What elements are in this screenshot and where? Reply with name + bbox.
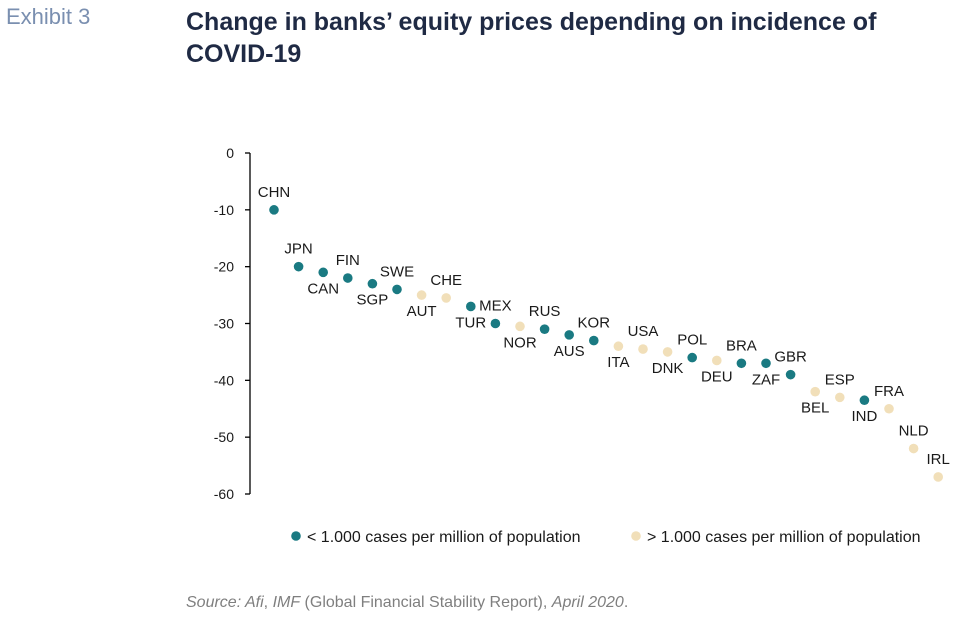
data-point-label: BRA [726,337,757,354]
data-point [810,386,820,397]
data-point-label: POL [677,332,707,349]
source-end: . [623,594,629,611]
data-point [662,347,673,357]
y-tick-label: -20 [214,259,234,275]
source-report: (Global Financial Stability Report) [300,594,543,611]
data-point [712,355,722,366]
source-note: Source: Afi, IMF (Global Financial Stabi… [186,594,628,612]
y-tick-label: 0 [226,145,234,161]
data-point [441,293,452,303]
data-point-label: IND [851,408,877,425]
y-tick-label: -30 [214,316,234,332]
data-point-label: RUS [529,303,561,320]
y-tick-label: -60 [214,486,234,502]
source-sep2: , [542,594,552,611]
data-point [564,330,574,340]
data-point-label: GBR [774,349,807,366]
source-org1: Afi [245,594,264,611]
data-point-label: CAN [307,280,339,297]
data-point [293,261,304,272]
source-sep: , [263,594,273,611]
data-point-label: MEX [479,298,512,315]
data-point-label: SWE [380,263,414,280]
y-tick-label: -50 [214,429,234,445]
data-point [490,318,501,329]
y-axis: 0 -10 -20 -30 -40 -50 -60 [214,145,251,502]
data-point-label: ESP [825,371,855,388]
exhibit-label: Exhibit 3 [6,4,91,29]
source-prefix: Source: [186,594,245,611]
data-point-label: DEU [701,368,733,385]
data-point-label: SGP [357,292,389,309]
y-tick-label: -10 [214,202,234,218]
data-point-label: NOR [503,334,537,351]
data-point [466,301,476,312]
source-org2: IMF [272,594,301,611]
legend-label: > 1.000 cases per million of population [647,529,921,546]
data-point-label: DNK [652,360,684,377]
data-point [613,341,624,352]
y-tick-label: -40 [214,372,234,388]
legend-label: < 1.000 cases per million of population [307,529,581,546]
data-point [736,358,747,369]
data-point-label: IRL [927,451,950,468]
data-point-label: AUS [554,343,585,360]
data-point [687,352,697,363]
data-point [884,403,894,414]
data-point [539,324,550,334]
data-point [785,369,796,380]
data-point [589,335,599,346]
data-point [318,267,329,278]
data-point [392,284,402,295]
data-point-label: TUR [455,314,486,331]
chart-title: Change in banks’ equity prices depending… [186,8,877,68]
data-point [416,290,427,300]
data-point-label: CHE [430,272,462,289]
data-point-label: JPN [284,241,312,258]
legend-marker [631,531,641,541]
data-point [908,443,919,454]
data-point [835,392,845,403]
data-point [515,321,525,332]
data-point-label: CHN [258,184,291,201]
data-point [269,205,279,215]
legend: < 1.000 cases per million of population >… [291,529,921,546]
source-date: April 2020 [551,594,624,611]
data-point-label: ITA [607,354,629,371]
data-point [933,472,943,482]
data-point [343,273,353,283]
data-point-label: BEL [801,400,829,417]
data-point [761,358,771,369]
data-point-label: NLD [899,423,929,440]
data-point-label: AUT [407,303,437,320]
legend-marker [291,531,301,541]
data-point-label: KOR [578,315,611,332]
data-point-label: FRA [874,383,904,400]
data-point [638,344,648,354]
data-point [859,395,870,406]
data-point-label: FIN [336,252,360,269]
data-point-label: ZAF [752,371,780,388]
data-point [367,278,378,289]
data-point-label: USA [628,323,659,340]
